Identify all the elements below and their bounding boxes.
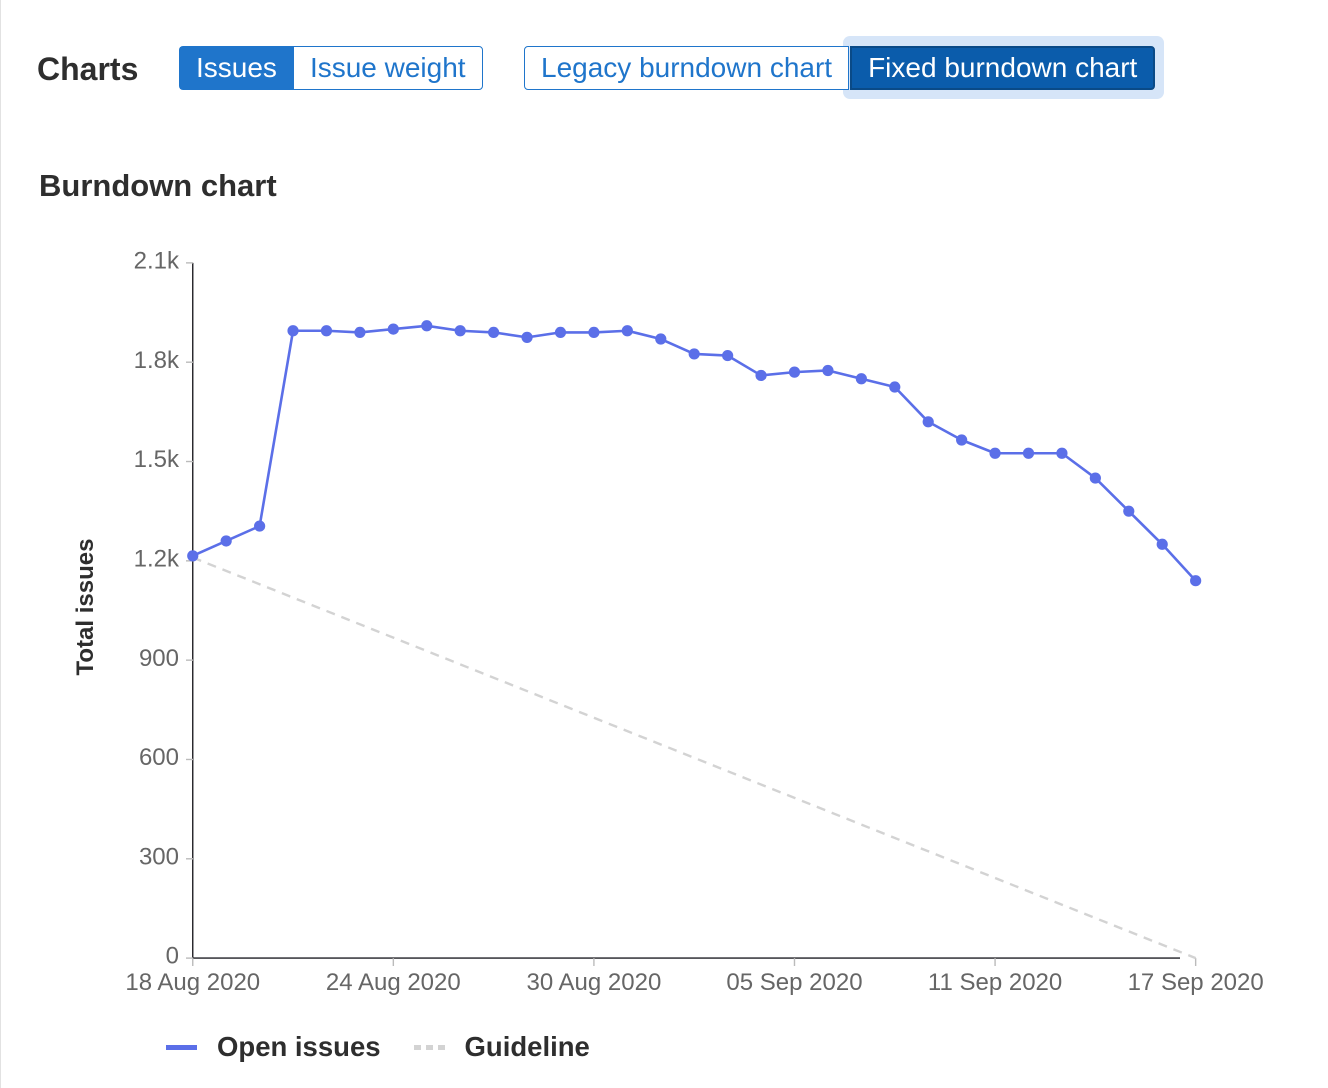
svg-text:24 Aug 2020: 24 Aug 2020 — [326, 969, 461, 996]
svg-text:30 Aug 2020: 30 Aug 2020 — [527, 969, 662, 996]
svg-text:300: 300 — [139, 843, 179, 870]
svg-text:600: 600 — [139, 744, 179, 771]
svg-text:11 Sep 2020: 11 Sep 2020 — [928, 969, 1062, 996]
svg-text:18 Aug 2020: 18 Aug 2020 — [125, 969, 260, 996]
svg-text:900: 900 — [139, 645, 179, 672]
svg-text:2.1k: 2.1k — [134, 248, 180, 275]
svg-text:05 Sep 2020: 05 Sep 2020 — [726, 969, 862, 996]
svg-text:1.5k: 1.5k — [134, 446, 180, 473]
svg-text:0: 0 — [166, 943, 179, 970]
svg-text:1.2k: 1.2k — [134, 545, 180, 572]
svg-text:17 Sep 2020: 17 Sep 2020 — [1128, 969, 1264, 996]
svg-text:1.8k: 1.8k — [134, 347, 180, 374]
